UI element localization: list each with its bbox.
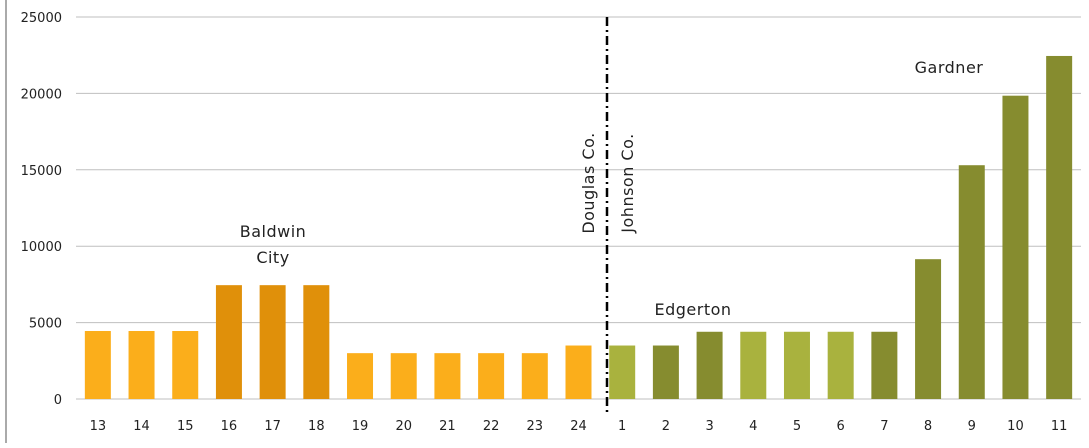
- y-tick-label: 10000: [21, 240, 62, 255]
- bar-16: [215, 285, 242, 399]
- x-tick-label: 21: [439, 419, 456, 434]
- x-tick-label: 6: [837, 419, 845, 434]
- bar-8: [915, 259, 942, 399]
- baldwin-city-label-line2: City: [256, 248, 289, 267]
- x-tick-label: 8: [924, 419, 932, 434]
- x-tick-label: 10: [1007, 419, 1024, 434]
- x-tick-label: 16: [221, 419, 238, 434]
- bar-18: [303, 285, 330, 399]
- bar-22: [478, 353, 505, 399]
- y-tick-label: 0: [54, 393, 62, 408]
- x-tick-label: 20: [395, 419, 412, 434]
- gridlines: [76, 16, 1081, 400]
- x-tick-label: 5: [793, 419, 801, 434]
- bar-11: [1046, 55, 1073, 400]
- x-axis-ticks: 13 14 15 16 17 18 19 20 21 22 23 24 1 2 3 4 5 6 7 8 9 10 11: [90, 419, 1068, 434]
- bar-1: [609, 345, 636, 399]
- gardner-label: Gardner: [915, 58, 984, 77]
- bar-3: [696, 331, 723, 399]
- x-tick-label: 13: [90, 419, 107, 434]
- bar-17: [259, 285, 286, 399]
- bars: [84, 55, 1073, 400]
- x-tick-label: 18: [308, 419, 325, 434]
- bar-21: [434, 353, 461, 399]
- bar-19: [347, 353, 374, 399]
- y-tick-label: 20000: [21, 87, 62, 102]
- bar-15: [172, 331, 199, 399]
- bar-14: [128, 331, 155, 399]
- johnson-co-label: Johnson Co.: [618, 133, 637, 233]
- x-tick-label: 24: [570, 419, 587, 434]
- y-tick-label: 5000: [29, 317, 62, 332]
- bar-23: [521, 353, 548, 399]
- x-tick-label: 1: [618, 419, 626, 434]
- baldwin-city-label-line1: Baldwin: [240, 222, 307, 241]
- x-tick-label: 3: [705, 419, 713, 434]
- y-tick-label: 15000: [21, 164, 62, 179]
- edgerton-label: Edgerton: [654, 300, 731, 319]
- bar-20: [390, 353, 417, 399]
- x-tick-label: 11: [1051, 419, 1068, 434]
- x-tick-label: 14: [133, 419, 150, 434]
- x-tick-label: 9: [968, 419, 976, 434]
- x-tick-label: 23: [527, 419, 544, 434]
- x-tick-label: 17: [264, 419, 281, 434]
- bar-4: [740, 331, 767, 399]
- x-tick-label: 22: [483, 419, 500, 434]
- bar-10: [1002, 95, 1029, 399]
- x-tick-label: 7: [880, 419, 888, 434]
- bar-6: [827, 331, 854, 399]
- y-axis-ticks: 0 5000 10000 15000 20000 25000: [21, 11, 62, 408]
- bar-9: [958, 165, 985, 399]
- x-tick-label: 4: [749, 419, 757, 434]
- bar-2: [652, 345, 679, 399]
- bar-5: [783, 331, 810, 399]
- x-tick-label: 19: [352, 419, 369, 434]
- x-tick-label: 15: [177, 419, 194, 434]
- bar-13: [84, 331, 111, 399]
- y-tick-label: 25000: [21, 11, 62, 26]
- bar-7: [871, 331, 898, 399]
- x-tick-label: 2: [662, 419, 670, 434]
- bar-24: [565, 345, 592, 399]
- douglas-co-label: Douglas Co.: [579, 132, 598, 233]
